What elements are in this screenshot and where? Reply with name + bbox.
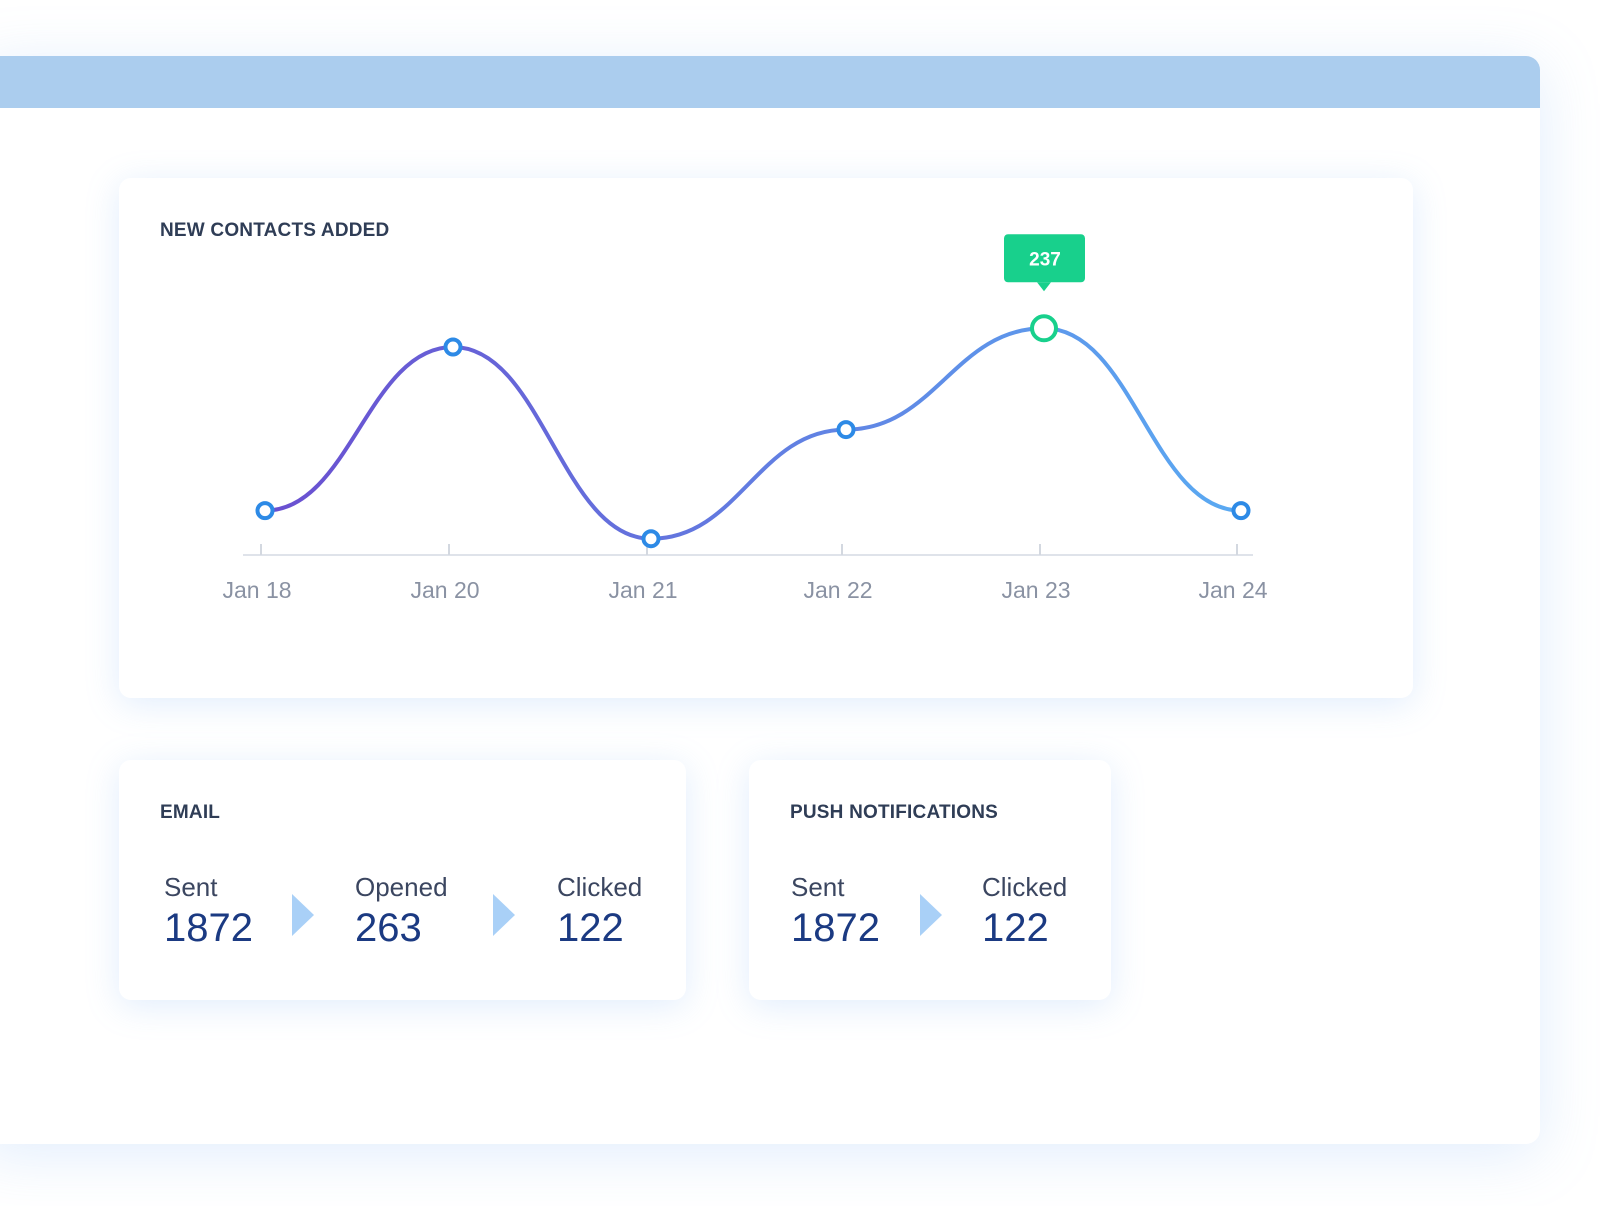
stat-label: Clicked: [982, 872, 1068, 902]
email-stat-clicked: Clicked 122: [557, 872, 642, 952]
email-stat-sent: Sent 1872: [164, 872, 253, 952]
chevron-right-icon: [292, 894, 314, 936]
new-contacts-line-chart: Jan 18 Jan 20 Jan 21 Jan 22 Jan 23 Jan 24 237: [222, 234, 1268, 603]
x-tick-label: Jan 22: [803, 577, 872, 603]
data-point: [443, 337, 463, 357]
x-tick-label: Jan 23: [1001, 577, 1070, 603]
x-tick-label: Jan 24: [1198, 577, 1267, 603]
tooltip-box: [1004, 234, 1085, 283]
value-tooltip: 237: [1004, 234, 1085, 292]
email-stats-card: EMAIL Sent 1872 Opened 263 Clicked 122: [119, 760, 686, 1000]
tooltip-value: 237: [1029, 249, 1061, 270]
email-stat-opened: Opened 263: [355, 872, 448, 952]
data-point: [836, 420, 856, 440]
push-stat-sent: Sent 1872: [791, 872, 880, 952]
x-tick-label: Jan 18: [222, 577, 291, 603]
stat-label: Sent: [164, 872, 218, 902]
data-point: [1231, 501, 1251, 521]
chevron-right-icon: [493, 894, 515, 936]
stat-label: Sent: [791, 872, 845, 902]
stat-value: 122: [557, 906, 624, 950]
stat-value: 1872: [164, 906, 253, 950]
data-point: [255, 501, 275, 521]
push-notifications-stats-card: PUSH NOTIFICATIONS Sent 1872 Clicked 122: [749, 760, 1111, 1000]
email-card-title: EMAIL: [160, 802, 221, 823]
new-contacts-chart-card: NEW CONTACTS ADDED Jan 18 Jan 20 Jan 21 Jan…: [119, 178, 1413, 698]
push-card-title: PUSH NOTIFICATIONS: [790, 802, 999, 823]
chart-card-title: NEW CONTACTS ADDED: [160, 220, 390, 241]
highlighted-data-point: [1030, 314, 1058, 343]
x-tick-label: Jan 20: [410, 577, 479, 603]
series-line: [263, 326, 1243, 541]
stat-value: 263: [355, 906, 422, 950]
tooltip-pointer: [1037, 282, 1051, 292]
push-stat-clicked: Clicked 122: [982, 872, 1067, 952]
window-titlebar: [0, 56, 1540, 108]
stat-value: 1872: [791, 906, 880, 950]
data-point: [641, 529, 661, 549]
x-tick-label: Jan 21: [608, 577, 677, 603]
stat-value: 122: [982, 906, 1049, 950]
stat-label: Opened: [355, 872, 448, 902]
chevron-right-icon: [920, 894, 942, 936]
stat-label: Clicked: [557, 872, 643, 902]
